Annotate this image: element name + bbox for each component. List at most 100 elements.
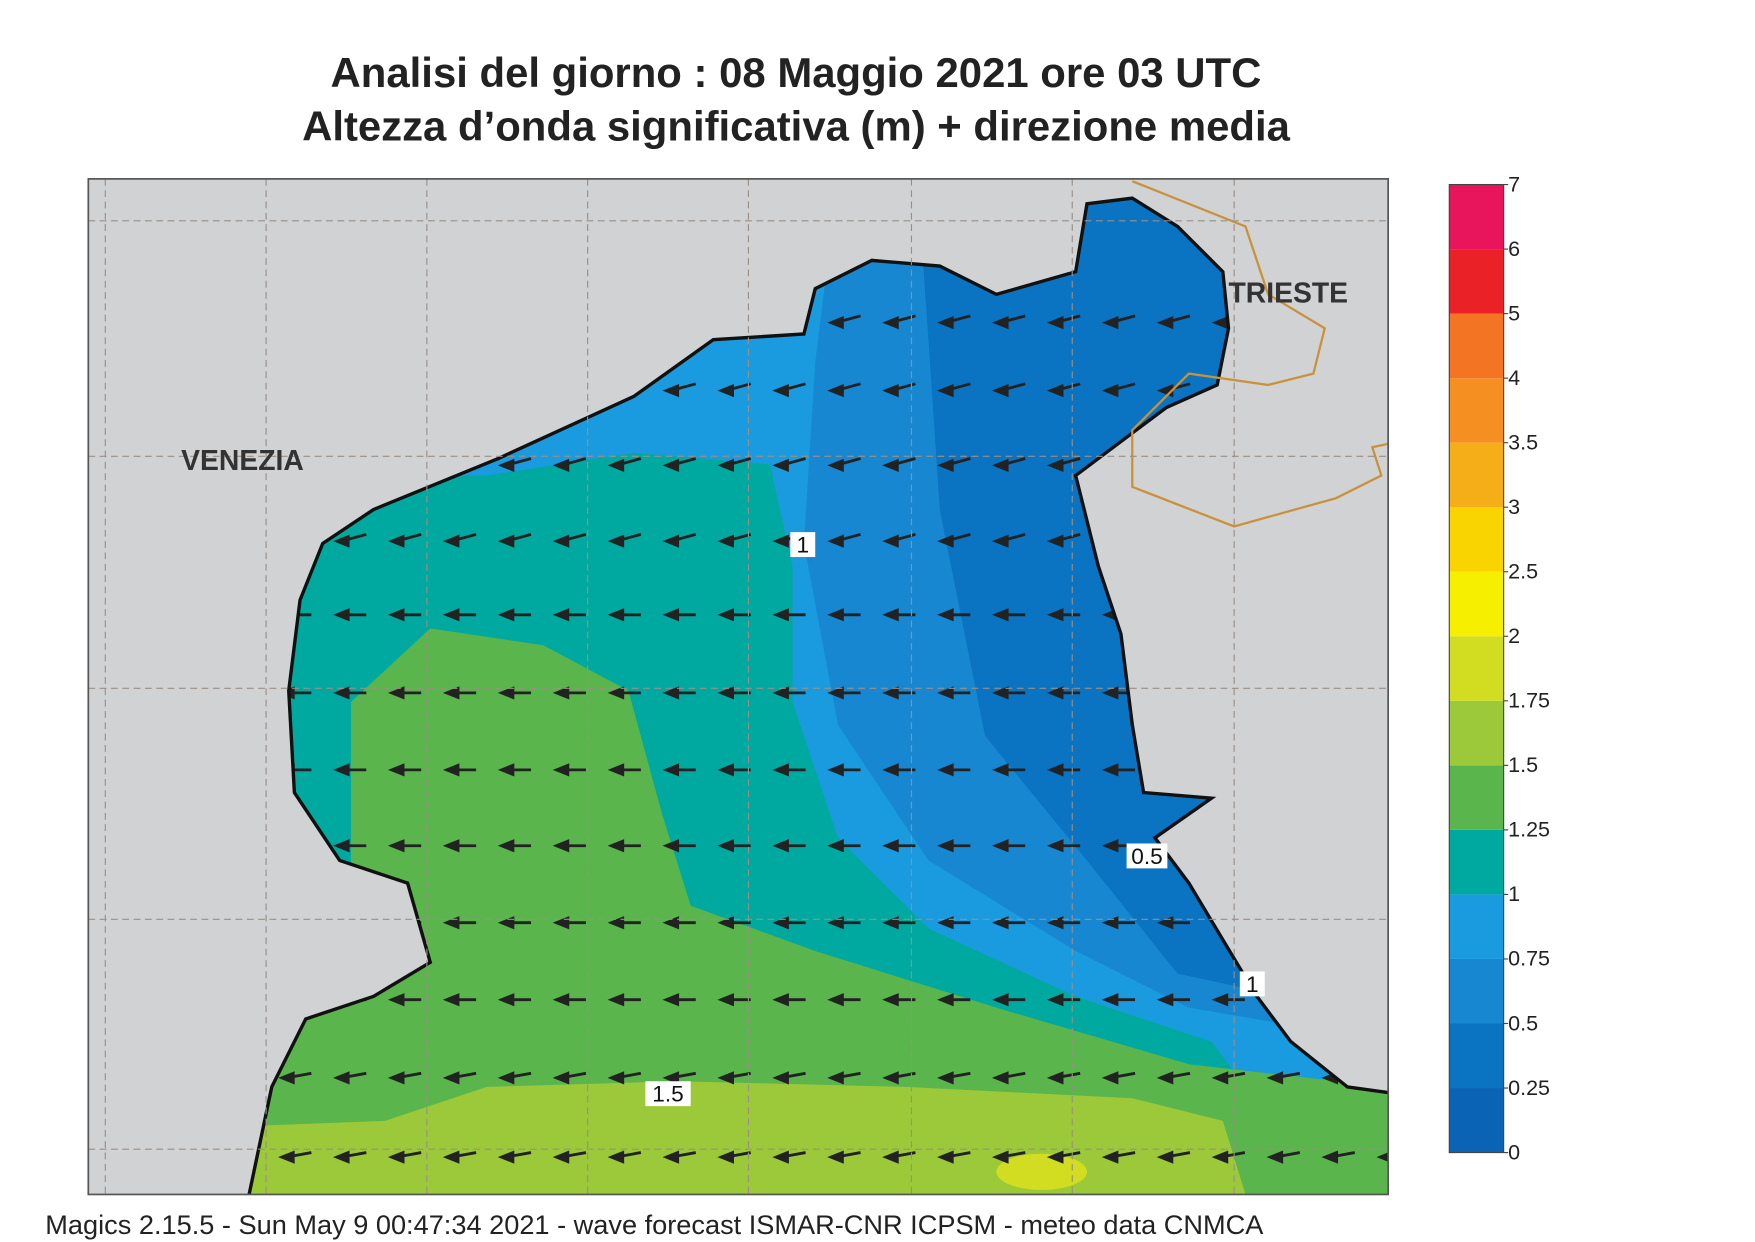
arrow-head (992, 763, 1009, 777)
direction-arrow (937, 457, 971, 472)
arrow-head (497, 916, 515, 930)
arrow-head (1101, 839, 1119, 853)
arrow-head (992, 316, 1009, 330)
direction-arrow (937, 686, 971, 700)
arrow-head (497, 686, 515, 700)
arrow-head (772, 608, 789, 622)
arrow-head (882, 1150, 899, 1164)
arrow-head (662, 534, 680, 548)
direction-arrow (937, 763, 971, 777)
border (1131, 180, 1389, 528)
arrow-head (937, 608, 954, 622)
arrow-head (1046, 316, 1064, 330)
direction-arrow (552, 608, 586, 622)
direction-arrow (827, 314, 861, 330)
map: VENEZIA TRIESTE 1 0.5 1 1.5 (87, 178, 1389, 1196)
arrow-head (497, 1071, 515, 1085)
arrow-head (937, 534, 954, 548)
direction-arrow (1156, 314, 1191, 330)
direction-arrow (937, 1150, 971, 1164)
arrow-head (607, 608, 625, 622)
arrow-head (717, 916, 734, 930)
direction-arrow (772, 1071, 806, 1085)
direction-arrow (1266, 1071, 1301, 1085)
arrow-head (992, 686, 1009, 700)
direction-arrow (882, 839, 916, 853)
direction-arrow (1101, 763, 1136, 777)
direction-arrow (662, 763, 696, 777)
place-label: TRIESTE (1229, 276, 1349, 308)
direction-arrow (387, 533, 422, 548)
direction-arrow (992, 1071, 1026, 1085)
arrow-head (717, 534, 734, 548)
direction-arrow (442, 686, 477, 700)
direction-arrow (387, 1150, 422, 1164)
arrow-head (662, 608, 680, 622)
direction-arrow (333, 533, 367, 548)
direction-arrow (827, 993, 861, 1007)
direction-arrow (552, 686, 586, 700)
direction-arrow (717, 763, 751, 777)
arrow-head (552, 458, 570, 472)
direction-arrow (1211, 993, 1245, 1007)
direction-arrow (937, 1071, 971, 1085)
arrow-head (607, 993, 625, 1007)
direction-arrow (827, 533, 861, 548)
direction-arrow (497, 608, 532, 622)
direction-arrow (827, 457, 861, 472)
arrow-head (992, 839, 1009, 853)
direction-arrow (717, 457, 752, 472)
arrow-head (717, 763, 734, 777)
arrow-head (607, 458, 625, 472)
direction-arrow (1101, 382, 1136, 398)
direction-arrow (662, 533, 697, 548)
colorbar-label: 0.25 (1508, 1076, 1550, 1100)
arrow-head (882, 839, 899, 853)
arrow-head (827, 993, 844, 1007)
direction-arrow (607, 1150, 642, 1164)
direction-arrow (497, 457, 532, 472)
arrow-head (442, 608, 460, 622)
arrow-head (992, 916, 1009, 930)
colorbar-label: 0.75 (1508, 947, 1550, 971)
arrow-head (662, 458, 680, 472)
arrow-head (717, 458, 734, 472)
direction-arrow (717, 382, 752, 398)
arrow-head (772, 383, 789, 398)
arrow-head (497, 1150, 515, 1164)
arrow-head (1376, 1150, 1389, 1164)
arrow-head (772, 839, 789, 853)
arrow-head (827, 316, 844, 330)
arrow-head (1046, 686, 1064, 700)
direction-arrow (1101, 916, 1136, 930)
direction-arrow (882, 457, 916, 472)
arrow-head (827, 839, 844, 853)
arrow-head (607, 763, 625, 777)
colorbar-label: 2 (1508, 624, 1520, 648)
direction-arrow (717, 916, 751, 930)
contour-label-text: 1 (1246, 972, 1259, 997)
direction-arrow (992, 763, 1026, 777)
direction-arrow (827, 763, 861, 777)
direction-arrow (992, 916, 1026, 930)
arrow-head (1046, 1071, 1064, 1085)
direction-arrow (1046, 1150, 1081, 1164)
arrow-head (607, 686, 625, 700)
arrow-head (278, 1071, 295, 1085)
colorbar-bin (1449, 378, 1504, 443)
arrow-head (497, 993, 515, 1007)
arrow-head (882, 1071, 899, 1085)
arrow-head (1156, 316, 1174, 330)
colorbar-label: 7 (1508, 172, 1520, 196)
arrow-head (1156, 916, 1174, 930)
direction-arrow (662, 993, 696, 1007)
direction-arrow (607, 916, 641, 930)
direction-arrow (662, 608, 696, 622)
arrow-head (607, 534, 625, 548)
direction-arrow (552, 916, 586, 930)
direction-arrow (827, 839, 861, 853)
colorbar-bin (1449, 184, 1504, 250)
arrow-head (387, 839, 405, 853)
direction-arrow (827, 608, 861, 622)
direction-arrow (662, 839, 696, 853)
